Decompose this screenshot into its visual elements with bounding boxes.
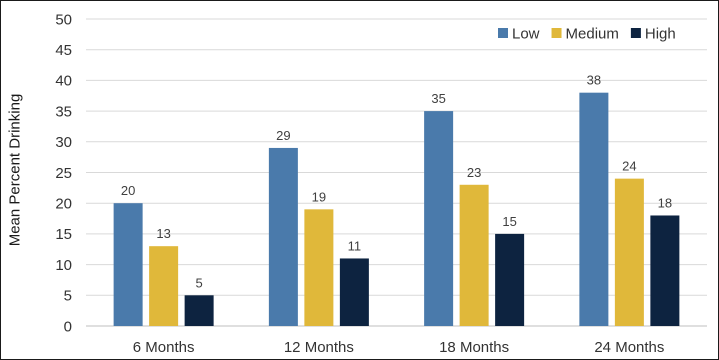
y-tick-label-15: 15 [55, 226, 72, 243]
x-tick-label-3: 18 Months [439, 339, 509, 356]
data-label-low-3: 35 [431, 91, 445, 106]
y-tick-label-10: 10 [55, 257, 72, 274]
legend-label-high: High [645, 25, 676, 42]
gridlines [86, 18, 707, 327]
y-tick-label-40: 40 [55, 73, 72, 90]
data-label-high-1: 5 [196, 275, 203, 290]
y-axis-ticks: 0 5 10 15 20 25 30 35 40 45 50 [55, 11, 72, 335]
bar-high-4 [650, 215, 680, 326]
legend: Low Medium High [498, 25, 676, 42]
legend-label-low: Low [512, 25, 540, 42]
bar-medium-4 [614, 178, 644, 326]
data-label-low-1: 20 [121, 183, 135, 198]
legend-swatch-medium [551, 28, 562, 38]
legend-swatch-low [498, 28, 508, 38]
data-labels: 20 13 5 29 19 11 35 23 15 38 24 18 [121, 73, 672, 291]
data-label-low-4: 38 [587, 73, 601, 88]
bar-medium-1 [149, 246, 179, 326]
y-tick-label-0: 0 [64, 318, 72, 335]
y-tick-label-5: 5 [64, 288, 72, 305]
data-label-high-3: 15 [502, 214, 516, 229]
y-tick-label-35: 35 [55, 103, 72, 120]
x-axis-ticks: 6 Months 12 Months 18 Months 24 Months [133, 339, 665, 356]
x-tick-label-2: 12 Months [284, 339, 354, 356]
y-tick-label-20: 20 [55, 195, 72, 212]
y-tick-label-50: 50 [55, 11, 72, 28]
data-label-medium-4: 24 [622, 159, 636, 174]
bar-medium-2 [304, 209, 334, 326]
bar-low-2 [268, 147, 298, 326]
legend-label-medium: Medium [566, 25, 619, 42]
bar-low-3 [424, 111, 454, 326]
bar-high-3 [495, 233, 525, 326]
data-label-low-2: 29 [276, 128, 290, 143]
y-tick-label-25: 25 [55, 165, 72, 182]
bar-high-1 [184, 295, 214, 326]
x-tick-label-4: 24 Months [594, 339, 664, 356]
y-tick-label-30: 30 [55, 134, 72, 151]
y-tick-label-45: 45 [55, 42, 72, 59]
bar-high-2 [339, 258, 369, 326]
bars [113, 92, 680, 327]
data-label-high-2: 11 [348, 238, 362, 253]
y-axis-title: Mean Percent Drinking [6, 94, 23, 247]
data-label-medium-3: 23 [467, 165, 481, 180]
bar-medium-3 [459, 184, 489, 326]
legend-swatch-high [630, 28, 641, 38]
bar-low-1 [113, 203, 143, 326]
data-label-medium-2: 19 [312, 189, 326, 204]
bar-low-4 [579, 92, 609, 327]
data-label-high-4: 18 [658, 195, 672, 210]
x-tick-label-1: 6 Months [133, 339, 195, 356]
data-label-medium-1: 13 [156, 226, 170, 241]
